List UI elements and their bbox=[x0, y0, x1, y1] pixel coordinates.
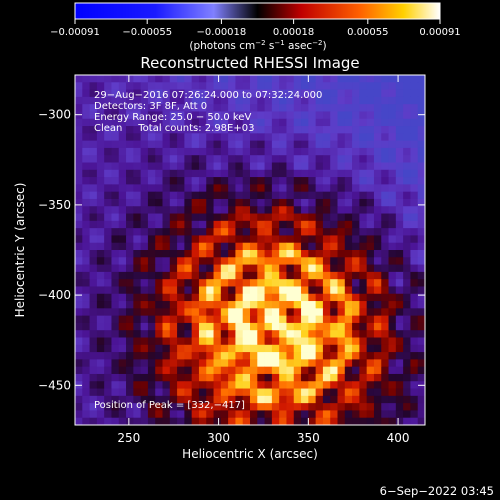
colorbar-tick-label: 0.00055 bbox=[347, 27, 388, 38]
annotation-line: Detectors: 3F 8F, Att 0 bbox=[94, 101, 207, 112]
y-tick-label: −400 bbox=[38, 288, 71, 302]
x-axis-label: Heliocentric X (arcsec) bbox=[182, 447, 318, 461]
colorbar-tick-label: −0.00055 bbox=[122, 27, 172, 38]
colorbar bbox=[74, 2, 441, 20]
x-tick-label: 400 bbox=[387, 431, 410, 445]
colorbar-tick-label: −0.00018 bbox=[197, 27, 247, 38]
x-tick-label: 300 bbox=[207, 431, 230, 445]
annotation-block: 29−Aug−2016 07:26:24.000 to 07:32:24.000… bbox=[94, 90, 322, 411]
annotation-line: Clean Total counts: 2.98E+03 bbox=[94, 123, 254, 134]
y-tick-label: −350 bbox=[38, 198, 71, 212]
annotation-line: 29−Aug−2016 07:26:24.000 to 07:32:24.000 bbox=[94, 90, 322, 101]
colorbar-unit-label: (photons cm−2 s−1 asec−2) bbox=[189, 39, 326, 52]
y-axis-label: Heliocentric Y (arcsec) bbox=[13, 183, 27, 318]
y-tick-label: −300 bbox=[38, 108, 71, 122]
peak-position-label: Position of Peak = [332,−417] bbox=[94, 400, 245, 411]
colorbar-tick-label: 0.00091 bbox=[419, 27, 460, 38]
axis-ticks: 250 300 350 400 −300 −350 −400 −450 bbox=[38, 75, 425, 445]
annotation-line: Energy Range: 25.0 − 50.0 keV bbox=[94, 112, 251, 123]
x-tick-label: 250 bbox=[117, 431, 140, 445]
timestamp: 6−Sep−2022 03:45 bbox=[380, 484, 494, 498]
chart-title: Reconstructed RHESSI Image bbox=[140, 54, 359, 72]
heatmap-image bbox=[75, 75, 425, 425]
plot-frame bbox=[74, 74, 426, 426]
y-tick-label: −450 bbox=[38, 378, 71, 392]
colorbar-tick-label: 0.00018 bbox=[273, 27, 314, 38]
colorbar-ticks: −0.00091 −0.00055 −0.00018 0.00018 0.00055 0.… bbox=[50, 19, 461, 38]
colorbar-tick-label: −0.00091 bbox=[50, 27, 100, 38]
x-tick-label: 350 bbox=[297, 431, 320, 445]
